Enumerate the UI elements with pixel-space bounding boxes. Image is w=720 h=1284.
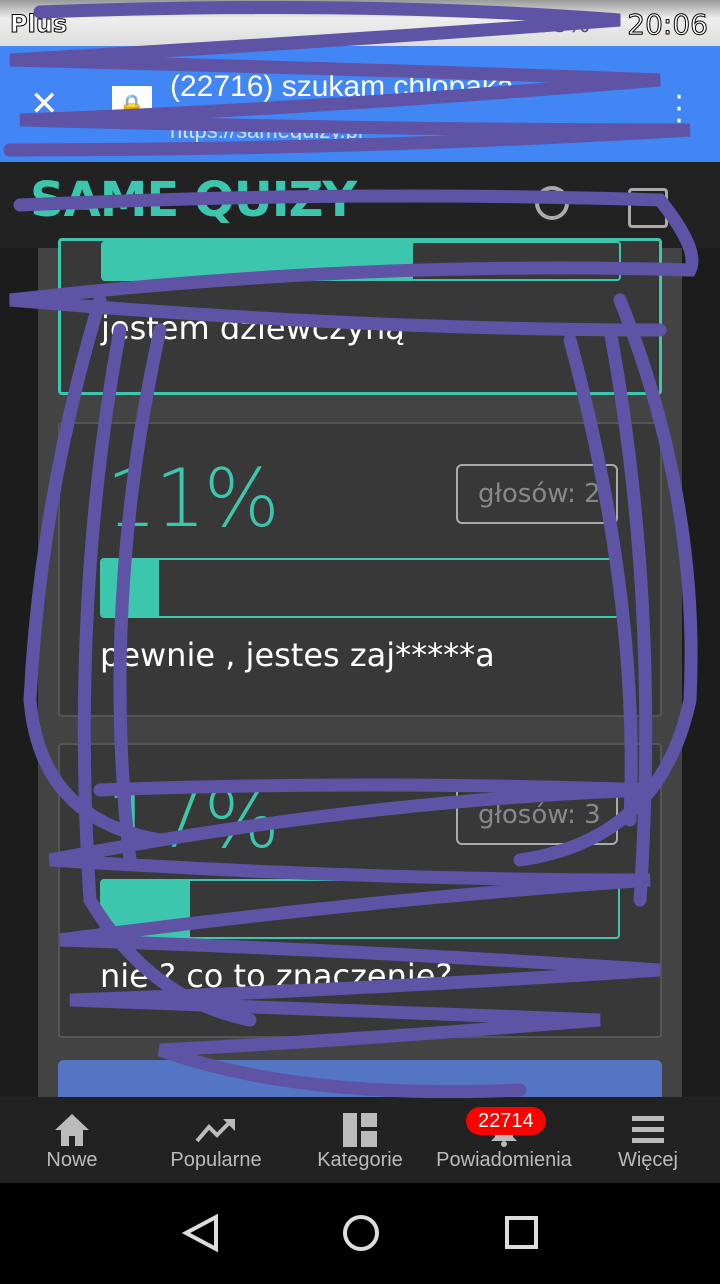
lock-icon: 🔒 xyxy=(112,86,152,126)
system-nav-icons xyxy=(181,1213,538,1253)
account-icon[interactable] xyxy=(628,188,668,228)
percent-label: 17% xyxy=(106,773,280,866)
result-bar-fill xyxy=(102,560,159,616)
notification-badge: 22714 xyxy=(466,1107,546,1135)
nav-label: Więcej xyxy=(617,1149,678,1171)
poll-answer-card[interactable]: 11% głosów: 2 pewnie , jestes zaj*****a xyxy=(58,422,662,717)
percent-label: 11% xyxy=(106,452,280,545)
more-vert-icon[interactable]: · · · xyxy=(674,80,684,139)
close-icon[interactable]: ✕ xyxy=(30,84,59,124)
carrier-label: Plus xyxy=(9,10,68,39)
browser-toolbar: ✕ 🔒 (22716) szukam chlopaka... https://s… xyxy=(0,46,720,162)
result-bar xyxy=(100,879,620,939)
nav-item-nowe[interactable]: Nowe xyxy=(0,1097,144,1183)
battery-label: 38% xyxy=(536,10,590,38)
nav-item-popularne[interactable]: Popularne xyxy=(144,1097,288,1183)
search-icon[interactable] xyxy=(535,186,569,220)
categories-icon xyxy=(288,1111,432,1149)
poll-answer-card[interactable]: jestem dziewczyną xyxy=(58,238,662,395)
site-header: SAME QUIZY xyxy=(0,162,720,248)
back-icon[interactable] xyxy=(181,1213,218,1253)
answer-text: nie ? co to znaczenie? xyxy=(100,957,453,995)
bottom-nav: Nowe Popularne Kategorie 22714 Powiadomie… xyxy=(0,1097,720,1183)
home-icon xyxy=(0,1111,144,1149)
votes-badge: głosów: 3 xyxy=(456,785,618,845)
recents-icon[interactable] xyxy=(505,1216,538,1249)
nav-label: Popularne xyxy=(170,1149,262,1171)
result-bar xyxy=(101,241,621,281)
result-bar xyxy=(100,558,620,618)
poll-results: jestem dziewczyną 11% głosów: 2 pewnie ,… xyxy=(38,238,682,1120)
clock: 20:06 xyxy=(627,8,709,42)
poll-answer-card[interactable]: 17% głosów: 3 nie ? co to znaczenie? xyxy=(58,743,662,1038)
trending-icon xyxy=(144,1111,288,1149)
system-nav xyxy=(0,1183,720,1280)
nav-label: Kategorie xyxy=(317,1149,403,1171)
answer-text: jestem dziewczyną xyxy=(101,309,405,347)
nav-label: Powiadomienia xyxy=(436,1149,572,1171)
nav-item-powiadomienia[interactable]: 22714 Powiadomienia xyxy=(432,1097,576,1183)
site-logo[interactable]: SAME QUIZY xyxy=(30,172,357,228)
nav-item-kategorie[interactable]: Kategorie xyxy=(288,1097,432,1183)
result-bar-fill xyxy=(103,243,413,279)
home-button-icon[interactable] xyxy=(343,1215,379,1251)
nav-item-wiecej[interactable]: Więcej xyxy=(576,1097,720,1183)
votes-badge: głosów: 2 xyxy=(456,464,618,524)
url-label[interactable]: https://samequizy.pl xyxy=(170,118,363,143)
page-title: (22716) szukam chlopaka... xyxy=(170,70,539,103)
status-bar: Plus 38% 20:06 xyxy=(0,0,720,46)
result-bar-fill xyxy=(102,881,190,937)
menu-icon xyxy=(576,1111,720,1149)
content: jestem dziewczyną 11% głosów: 2 pewnie ,… xyxy=(0,238,720,1120)
answer-text: pewnie , jestes zaj*****a xyxy=(100,636,495,674)
nav-label: Nowe xyxy=(46,1149,98,1171)
